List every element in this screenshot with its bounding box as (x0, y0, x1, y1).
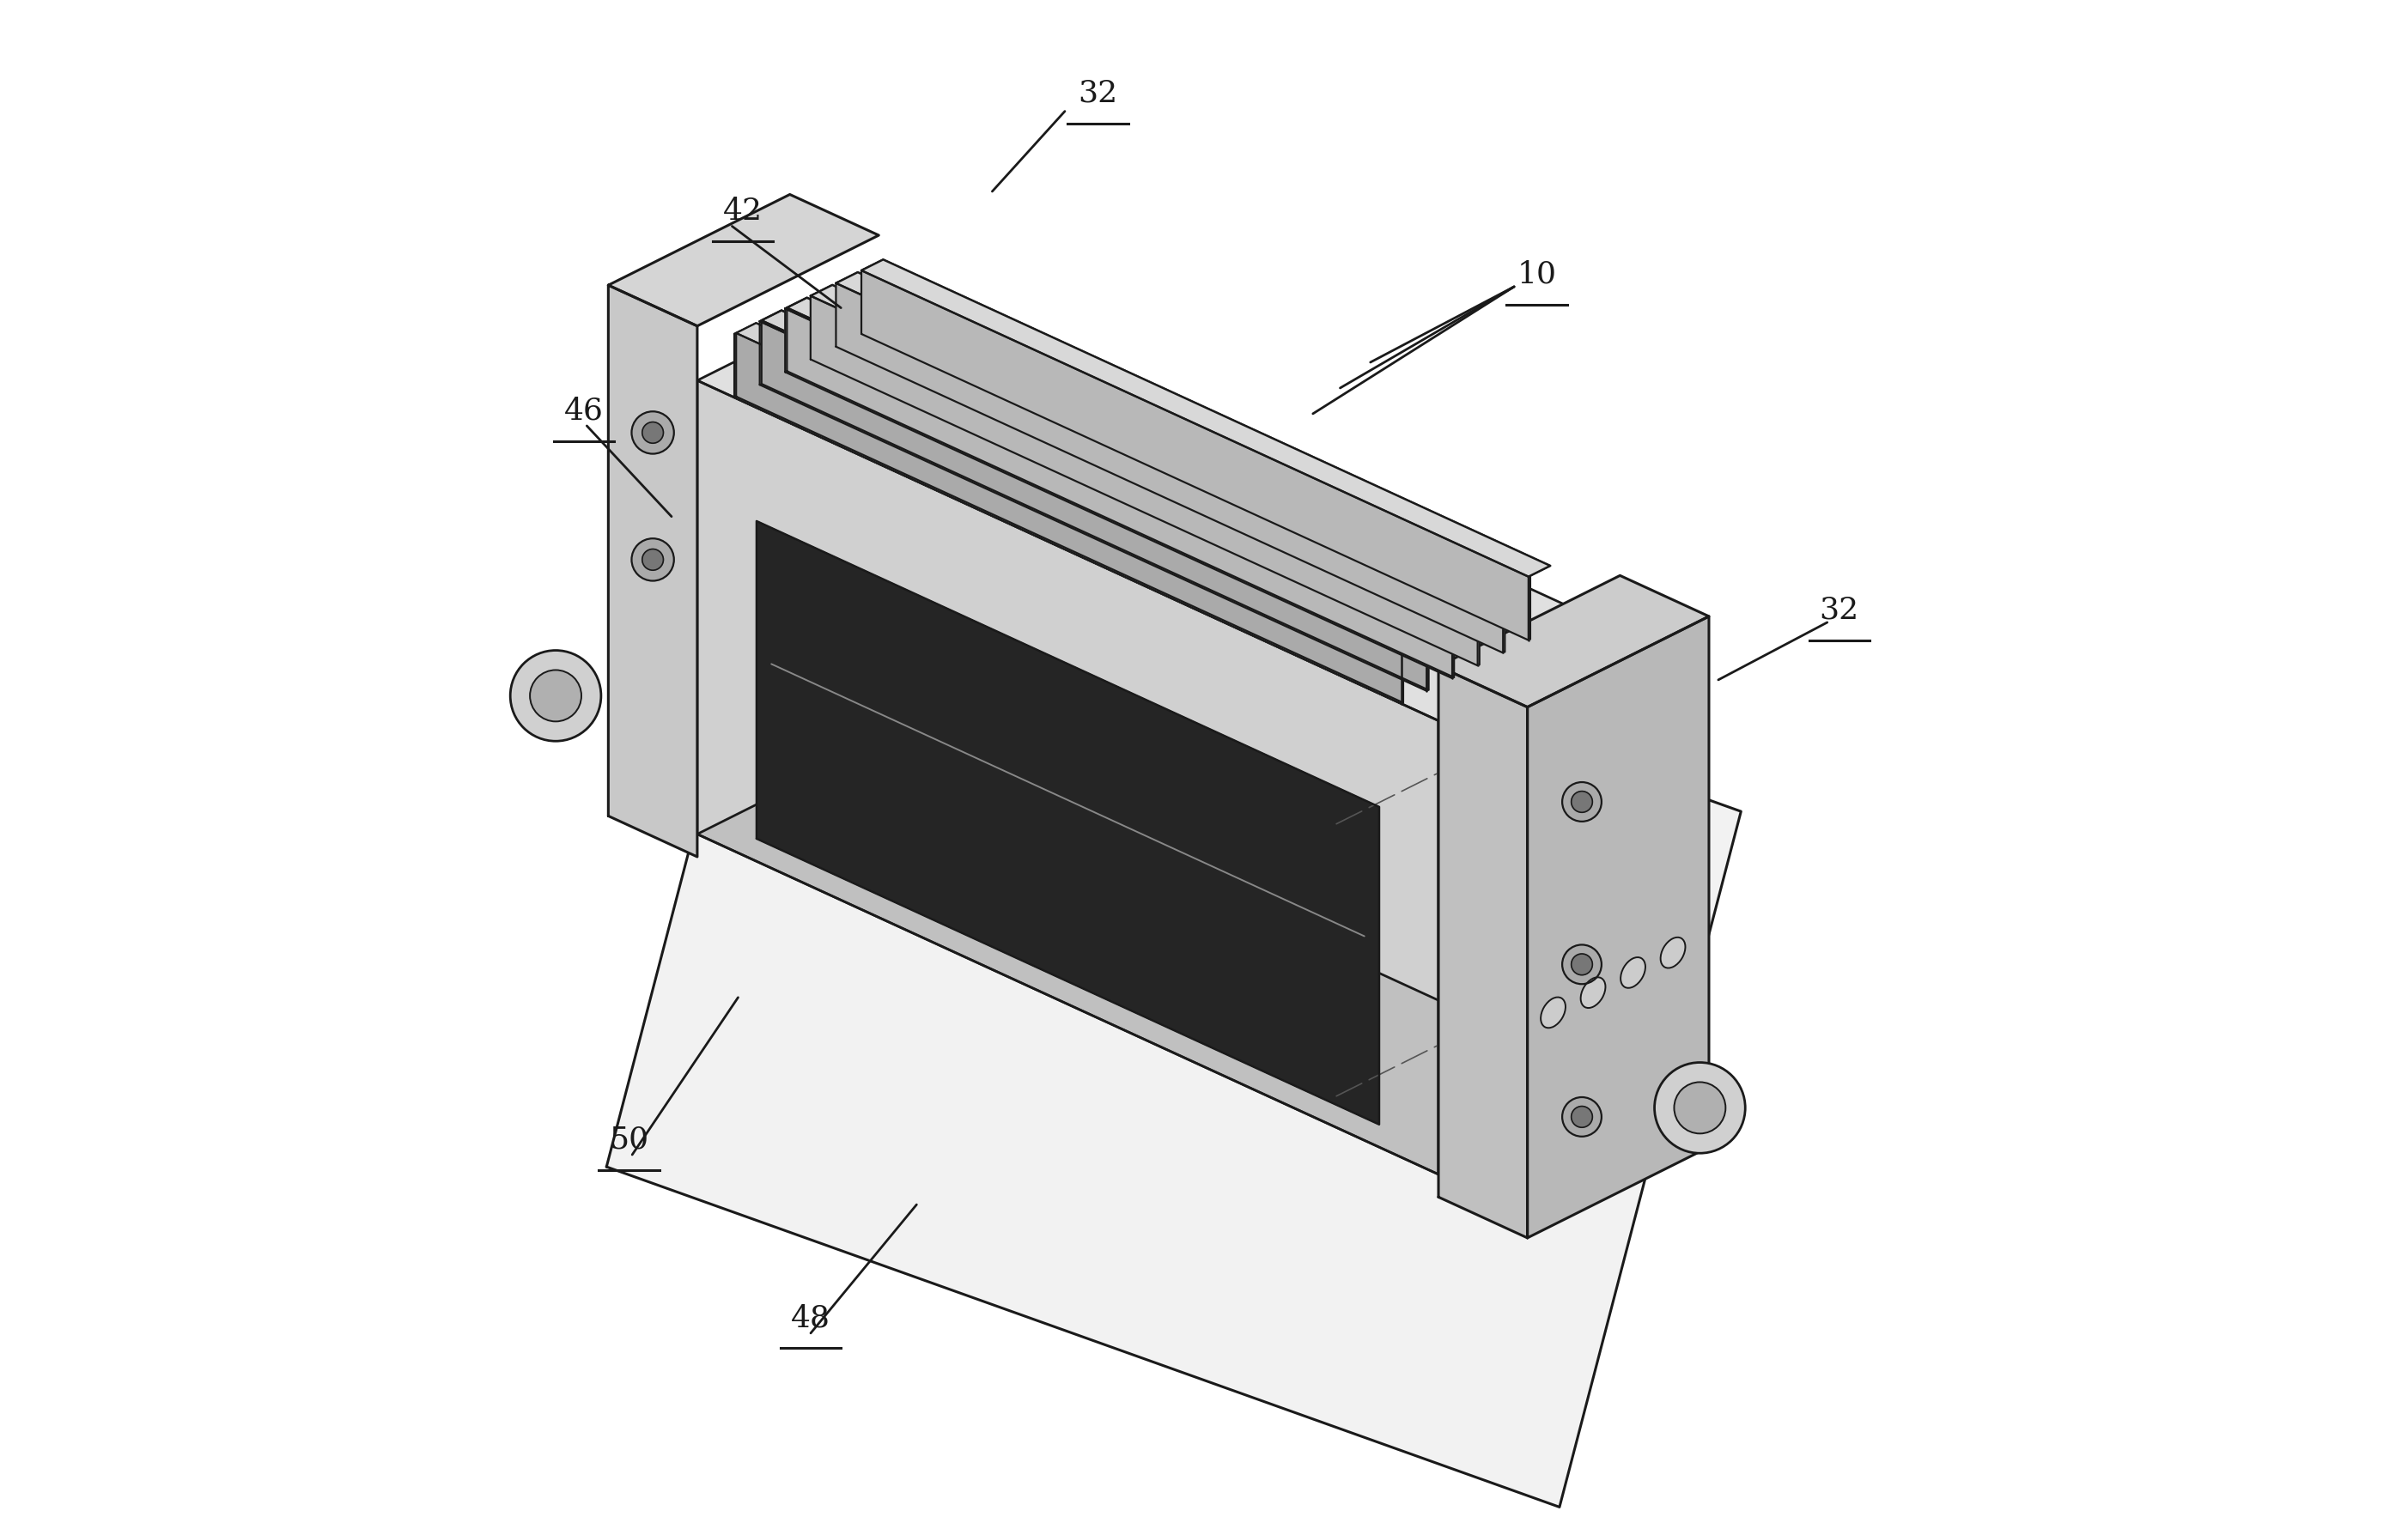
Circle shape (1563, 783, 1601, 822)
Polygon shape (698, 290, 1621, 721)
Polygon shape (811, 296, 1479, 666)
Circle shape (510, 651, 602, 742)
Polygon shape (734, 334, 1401, 704)
Text: 10: 10 (1517, 259, 1556, 290)
Circle shape (1572, 1106, 1592, 1127)
Polygon shape (1438, 575, 1710, 707)
Polygon shape (785, 297, 1474, 614)
Circle shape (1674, 1082, 1727, 1133)
Polygon shape (862, 259, 1551, 576)
Polygon shape (787, 297, 1474, 614)
Circle shape (643, 549, 662, 570)
Circle shape (1563, 1097, 1601, 1136)
Text: 32: 32 (1079, 79, 1117, 108)
Polygon shape (1438, 666, 1527, 1238)
Polygon shape (787, 308, 1454, 678)
Circle shape (530, 671, 580, 722)
Polygon shape (737, 323, 1423, 639)
Text: 48: 48 (790, 1303, 831, 1332)
Polygon shape (734, 323, 1423, 640)
Polygon shape (811, 285, 1500, 602)
Polygon shape (838, 282, 1505, 652)
Text: 42: 42 (722, 197, 763, 226)
Polygon shape (609, 194, 879, 326)
Polygon shape (1527, 616, 1710, 1238)
Text: 46: 46 (563, 396, 604, 425)
Text: 50: 50 (609, 1126, 650, 1154)
Ellipse shape (1541, 997, 1565, 1029)
Polygon shape (761, 320, 1428, 690)
Ellipse shape (1621, 957, 1645, 988)
Polygon shape (862, 259, 1551, 576)
Polygon shape (862, 270, 1529, 640)
Polygon shape (607, 472, 1741, 1506)
Circle shape (631, 411, 674, 454)
Polygon shape (737, 334, 1404, 702)
Text: 32: 32 (1820, 596, 1859, 625)
Polygon shape (836, 284, 1503, 652)
Polygon shape (811, 285, 1500, 601)
Polygon shape (811, 294, 1479, 664)
Polygon shape (756, 520, 1380, 1124)
Polygon shape (1438, 630, 1621, 1174)
Circle shape (631, 539, 674, 581)
Polygon shape (862, 270, 1531, 639)
Polygon shape (698, 743, 1621, 1174)
Polygon shape (761, 311, 1450, 627)
Polygon shape (785, 308, 1452, 678)
Circle shape (643, 422, 662, 443)
Circle shape (1563, 945, 1601, 985)
Polygon shape (761, 311, 1450, 628)
Circle shape (1572, 954, 1592, 975)
Circle shape (1572, 792, 1592, 813)
Polygon shape (698, 381, 1438, 1174)
Ellipse shape (1580, 977, 1606, 1007)
Polygon shape (838, 272, 1524, 589)
Ellipse shape (1662, 938, 1686, 968)
Polygon shape (836, 272, 1524, 590)
Circle shape (1654, 1062, 1746, 1153)
Polygon shape (761, 322, 1428, 690)
Polygon shape (609, 285, 698, 857)
